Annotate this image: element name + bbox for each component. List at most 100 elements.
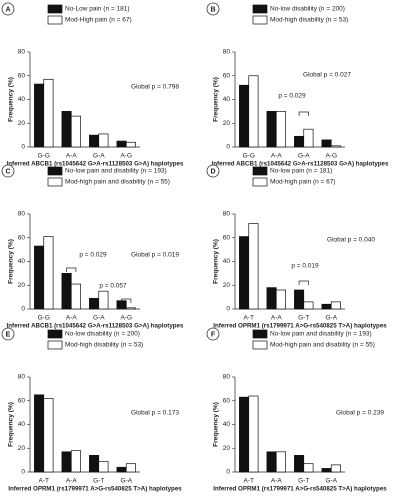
panel-badge <box>1 327 15 341</box>
y-tick-label: 60 <box>18 234 26 241</box>
significance-bracket <box>66 267 77 272</box>
legend-label: No-low pain and disability (n = 193) <box>65 168 167 175</box>
bar <box>303 128 314 148</box>
x-tick-label: G-A <box>325 315 337 322</box>
y-axis-title: Frequency (%) <box>213 239 220 284</box>
x-tick-label: G-T <box>298 478 309 485</box>
legend-label: No-low pain (n = 181) <box>270 168 332 175</box>
bar <box>266 451 277 473</box>
bar <box>248 75 259 148</box>
bar <box>43 236 54 310</box>
y-tick-label: 20 <box>18 120 26 127</box>
annotation: p = 0.029 <box>79 252 107 259</box>
panel-label: E <box>6 331 11 338</box>
significance-bracket <box>121 298 132 303</box>
y-tick-label: 80 <box>18 374 26 381</box>
panel-label: D <box>210 168 215 175</box>
x-tick-label: G-G <box>38 153 50 160</box>
legend-swatch <box>47 4 63 14</box>
bar <box>70 450 81 473</box>
x-axis-title: Inferred OPRM1 (rs1799971 A>G-rs540825 T… <box>213 486 387 493</box>
y-tick-label: 0 <box>226 306 230 313</box>
chart-panel: E No-low disability (n = 200) Mod-high dis… <box>1 327 182 493</box>
annotation: Global p = 0.798 <box>131 84 179 91</box>
bar <box>239 84 250 148</box>
bar <box>98 133 109 148</box>
x-axis-title: Inferred OPRM1 (rs1799971 A>G-rs540825 T… <box>8 486 182 493</box>
chart-panel: F No-low pain and disability (n = 193) Mod… <box>206 327 387 493</box>
x-axis-title: Inferred OPRM1 (rs1799971 A>G-rs540825 T… <box>213 323 387 330</box>
y-tick-label: 0 <box>21 144 25 151</box>
x-tick-label: G-G <box>243 153 255 160</box>
annotation: p = 0.019 <box>291 263 319 270</box>
y-axis-title: Frequency (%) <box>213 402 220 447</box>
panel-badge <box>206 327 220 341</box>
bar <box>321 139 332 148</box>
legend-label: Mod-high disability (n = 53) <box>270 17 348 24</box>
y-tick-label: 0 <box>21 469 25 476</box>
y-tick-label: 20 <box>18 445 26 452</box>
y-tick-label: 20 <box>223 120 231 127</box>
legend-label: Mod-high pain and disability (n = 55) <box>65 179 170 186</box>
significance-bracket <box>298 280 309 285</box>
x-axis-title: Inferred ABCB1 (rs1045642 G>A-rs1128503 … <box>7 161 184 168</box>
bar <box>330 301 341 310</box>
legend-swatch <box>47 15 63 25</box>
legend-swatch <box>252 340 268 350</box>
x-tick-label: A-T <box>244 478 255 485</box>
legend-swatch <box>252 177 268 187</box>
legend-swatch <box>252 166 268 176</box>
bar <box>294 289 305 310</box>
x-tick-label: A-A <box>271 478 283 485</box>
x-tick-label: G-T <box>93 478 104 485</box>
bar <box>275 451 286 473</box>
legend-swatch <box>47 177 63 187</box>
x-axis-title: Inferred ABCB1 (rs1045642 G>A-rs1128503 … <box>7 323 184 330</box>
legend-label: Mod-high pain (n = 67) <box>270 179 336 186</box>
annotation: Global p = 0.173 <box>131 410 179 417</box>
x-tick-label: A-T <box>244 315 255 322</box>
x-tick-label: G-G <box>38 315 50 322</box>
bar <box>248 395 259 473</box>
y-tick-label: 60 <box>223 397 231 404</box>
x-tick-label: A-T <box>39 478 50 485</box>
x-tick-label: A-A <box>66 315 78 322</box>
bar <box>275 111 286 148</box>
legend-label: No-low disability (n = 200) <box>270 6 345 13</box>
x-tick-label: G-A <box>93 315 105 322</box>
bar <box>61 273 72 310</box>
y-tick-label: 40 <box>223 258 231 265</box>
bar <box>34 83 45 148</box>
bar <box>321 303 332 310</box>
significance-bracket <box>298 111 309 116</box>
legend-swatch <box>252 4 268 14</box>
panel-label: A <box>5 6 10 13</box>
bar <box>294 455 305 473</box>
bar <box>239 396 250 473</box>
bar <box>303 301 314 310</box>
legend-swatch <box>47 340 63 350</box>
bar <box>330 464 341 473</box>
bar <box>61 111 72 148</box>
y-tick-label: 80 <box>223 211 231 218</box>
annotation: Global p = 0.019 <box>131 252 179 259</box>
x-tick-label: A-A <box>271 315 283 322</box>
y-tick-label: 80 <box>18 49 26 56</box>
x-tick-label: A-G <box>120 153 132 160</box>
bar <box>321 468 332 473</box>
bar <box>89 297 100 310</box>
x-tick-label: A-G <box>325 153 337 160</box>
y-tick-label: 40 <box>18 421 26 428</box>
panel-label: B <box>210 6 215 13</box>
bar <box>239 236 250 310</box>
chart-panel: B No-low disability (n = 200) Mod-high dis… <box>206 2 389 168</box>
bar <box>98 460 109 473</box>
y-tick-label: 0 <box>226 469 230 476</box>
bar <box>116 140 127 148</box>
legend-swatch <box>47 329 63 339</box>
legend-label: Mod-high pain and disability (n = 55) <box>270 342 375 349</box>
panel-label: C <box>5 168 10 175</box>
bar <box>116 466 127 473</box>
y-tick-label: 80 <box>223 49 231 56</box>
